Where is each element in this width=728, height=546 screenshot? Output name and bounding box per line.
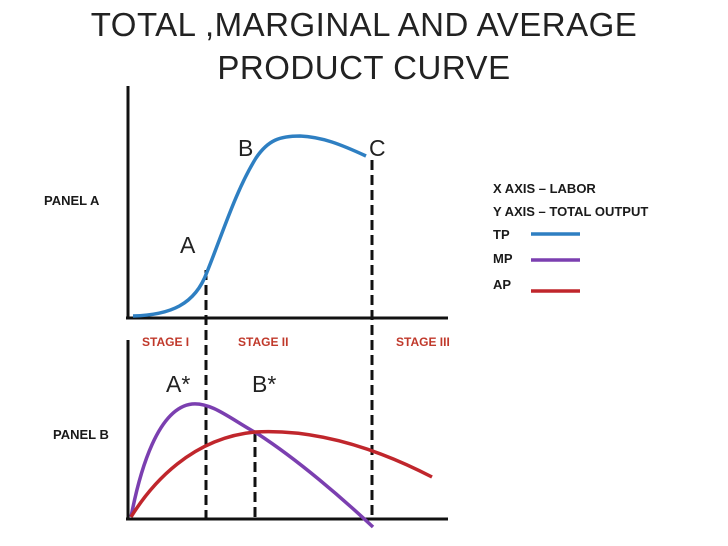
ap-curve	[129, 429, 433, 518]
legend-y-axis: Y AXIS – TOTAL OUTPUT	[493, 204, 649, 219]
point-b-label: B	[238, 135, 254, 161]
title-line-2: PRODUCT CURVE	[217, 49, 511, 86]
mp-curve	[129, 402, 375, 529]
legend-tp-label: TP	[493, 227, 510, 242]
panel-a-label: PANEL A	[44, 193, 100, 208]
point-c-label: C	[369, 135, 386, 161]
stage-3-label: STAGE III	[396, 335, 450, 349]
panel-b-label: PANEL B	[53, 427, 109, 442]
legend-ap-label: AP	[493, 277, 512, 292]
point-a-star-label: A*	[166, 371, 191, 397]
title-line-1: TOTAL ,MARGINAL AND AVERAGE	[90, 6, 638, 43]
tp-curve	[132, 134, 367, 318]
legend-x-axis: X AXIS – LABOR	[493, 181, 596, 196]
point-a-label: A	[180, 232, 196, 258]
stage-1-label: STAGE I	[142, 335, 190, 349]
legend-mp-label: MP	[493, 251, 513, 266]
stage-2-label: STAGE II	[238, 335, 289, 349]
point-b-star-label: B*	[252, 371, 277, 397]
